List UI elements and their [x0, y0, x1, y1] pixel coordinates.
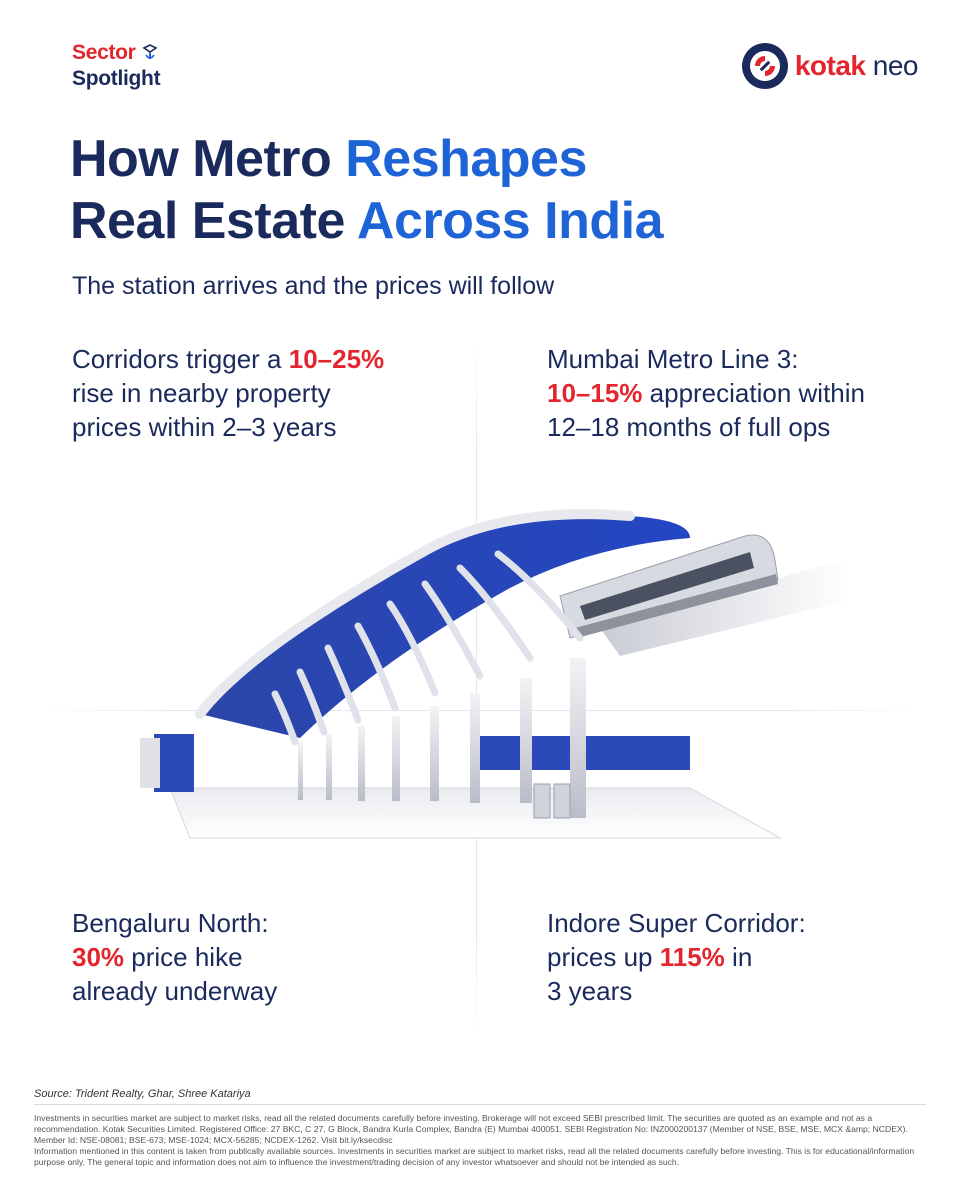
stat-highlight: 115%: [659, 942, 725, 972]
vertical-divider: [476, 340, 477, 1040]
source-note: Source: Trident Realty, Ghar, Shree Kata…: [34, 1088, 251, 1100]
logo-word-neo: neo: [872, 50, 919, 81]
title-line-1-dark: How Metro: [70, 130, 346, 188]
badge-line-2: Spotlight: [72, 67, 161, 90]
title-line-1-blue: Reshapes: [345, 130, 587, 188]
title-line-2-dark: Real Estate: [70, 192, 357, 250]
stat-line: 12–18 months of full ops: [547, 412, 831, 442]
kotak-neo-logo: kotak neo: [741, 42, 919, 90]
title-line-1: How Metro Reshapes: [70, 128, 663, 190]
stat-line: 10–15% appreciation within: [547, 376, 865, 410]
disclaimer-paragraph: Information mentioned in this content is…: [34, 1146, 915, 1167]
badge-line-1: Sector: [72, 40, 160, 66]
page-subtitle: The station arrives and the prices will …: [72, 272, 555, 300]
platform-floor: [169, 787, 782, 839]
stat-line: prices up 115% in: [547, 940, 806, 974]
metro-station-illustration: [140, 509, 850, 839]
station-entrance: [154, 734, 194, 792]
roof-ribs: [271, 550, 584, 746]
disclaimer-paragraph: Investments in securities market are sub…: [34, 1113, 908, 1145]
stat-text: Corridors trigger a: [72, 344, 289, 374]
logo-word-kotak: kotak: [794, 50, 866, 81]
metro-train: [559, 534, 779, 639]
stat-text: in: [724, 942, 753, 972]
stat-line: 3 years: [547, 976, 633, 1006]
title-line-2: Real Estate Across India: [70, 190, 664, 252]
station-roof: [200, 514, 690, 738]
stat-bottom-right: Indore Super Corridor: prices up 115% in…: [547, 906, 806, 1008]
stat-text: prices up: [547, 942, 660, 972]
stat-top-left: Corridors trigger a 10–25% rise in nearb…: [72, 342, 384, 444]
badge-word-sector: Sector: [72, 41, 136, 64]
stat-line: Bengaluru North:: [72, 908, 269, 938]
title-line-2-blue: Across India: [356, 192, 664, 250]
stat-line: prices within 2–3 years: [72, 412, 337, 442]
spotlight-icon: [142, 44, 158, 59]
stat-highlight: 30%: [72, 942, 125, 972]
stat-highlight: 10–25%: [288, 344, 385, 374]
stat-highlight: 10–15%: [547, 378, 643, 408]
disclaimer: Investments in securities market are sub…: [34, 1113, 926, 1168]
stat-top-right: Mumbai Metro Line 3: 10–15% appreciation…: [547, 342, 865, 444]
logo-wordmark: kotak neo: [794, 50, 919, 82]
stat-text: price hike: [124, 942, 243, 972]
stat-line: rise in nearby property: [72, 378, 331, 408]
stat-line: 30% price hike: [72, 940, 277, 974]
stat-bottom-left: Bengaluru North: 30% price hike already …: [72, 906, 277, 1008]
stat-text: appreciation within: [642, 378, 865, 408]
stat-line: Corridors trigger a 10–25%: [72, 342, 384, 376]
stat-line: Indore Super Corridor:: [547, 908, 806, 938]
footer-divider: [34, 1104, 926, 1105]
sector-spotlight-badge: Sector Spotlight: [72, 40, 161, 92]
station-columns: [298, 658, 586, 818]
stat-line: Mumbai Metro Line 3:: [547, 344, 799, 374]
kotak-logo-icon: [741, 43, 788, 89]
page-title: How Metro Reshapes Real Estate Across In…: [70, 128, 664, 252]
stat-line: already underway: [72, 976, 278, 1006]
viaduct-deck: [600, 558, 850, 656]
